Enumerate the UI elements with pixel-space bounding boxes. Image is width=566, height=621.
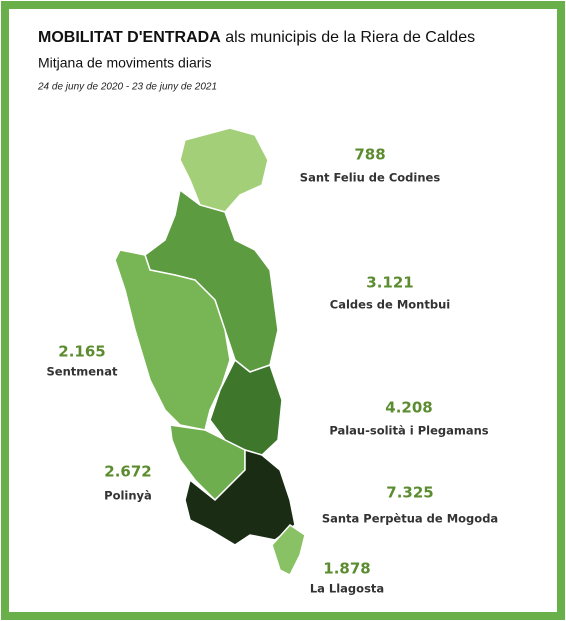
municipality-name: Santa Perpètua de Mogoda xyxy=(322,512,498,526)
municipality xyxy=(114,249,231,431)
value-label: 788 xyxy=(354,146,385,164)
value-label: 3.121 xyxy=(366,274,413,292)
title: MOBILITAT D'ENTRADA als municipis de la … xyxy=(38,29,475,46)
municipality-name: Sentmenat xyxy=(47,365,118,379)
title-rest: als municipis de la Riera de Caldes xyxy=(225,29,475,46)
municipality-name: Sant Feliu de Codines xyxy=(300,171,441,185)
title-bold: MOBILITAT D'ENTRADA xyxy=(38,29,221,46)
municipality xyxy=(271,524,306,577)
value-label: 7.325 xyxy=(386,484,433,502)
municipality xyxy=(184,448,296,546)
municipality-name: Polinyà xyxy=(104,489,152,503)
value-label: 4.208 xyxy=(385,399,432,417)
municipality-name: Palau-solità i Plegamans xyxy=(329,424,488,438)
subtitle: Mitjana de moviments diaris xyxy=(38,55,212,71)
municipality-name: La Llagosta xyxy=(310,582,384,596)
value-label: 2.165 xyxy=(58,343,105,361)
municipalities xyxy=(114,127,306,577)
municipality xyxy=(179,127,269,213)
value-label: 1.878 xyxy=(323,560,370,578)
period: 24 de juny de 2020 - 23 de juny de 2021 xyxy=(37,82,217,93)
municipality-name: Caldes de Montbui xyxy=(330,298,450,312)
value-label: 2.672 xyxy=(104,463,151,481)
labels: 788 Sant Feliu de Codines 3.121 Caldes de M… xyxy=(47,146,499,596)
